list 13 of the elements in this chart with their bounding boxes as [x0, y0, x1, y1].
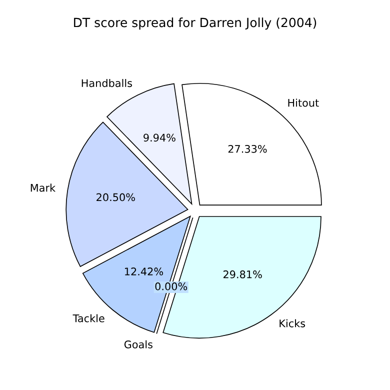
data-label: 29.81% [223, 270, 262, 278]
category-label: Goals [124, 340, 152, 348]
text: 0.00% [155, 282, 188, 290]
slice-label: Mark [30, 184, 56, 192]
slice-label: Tackle [72, 314, 104, 322]
data-label: 20.50% [96, 193, 135, 202]
data-label: 27.33% [228, 144, 267, 153]
slice-label: Handballs [82, 79, 132, 88]
chart-title: DT score spread for Darren Jolly (2004) [74, 18, 316, 30]
slice-label: Kicks [280, 319, 306, 328]
data-label: 12.42% [125, 268, 164, 276]
data-label: 9.94% [144, 134, 176, 142]
slice-label: Hitout [288, 98, 319, 107]
